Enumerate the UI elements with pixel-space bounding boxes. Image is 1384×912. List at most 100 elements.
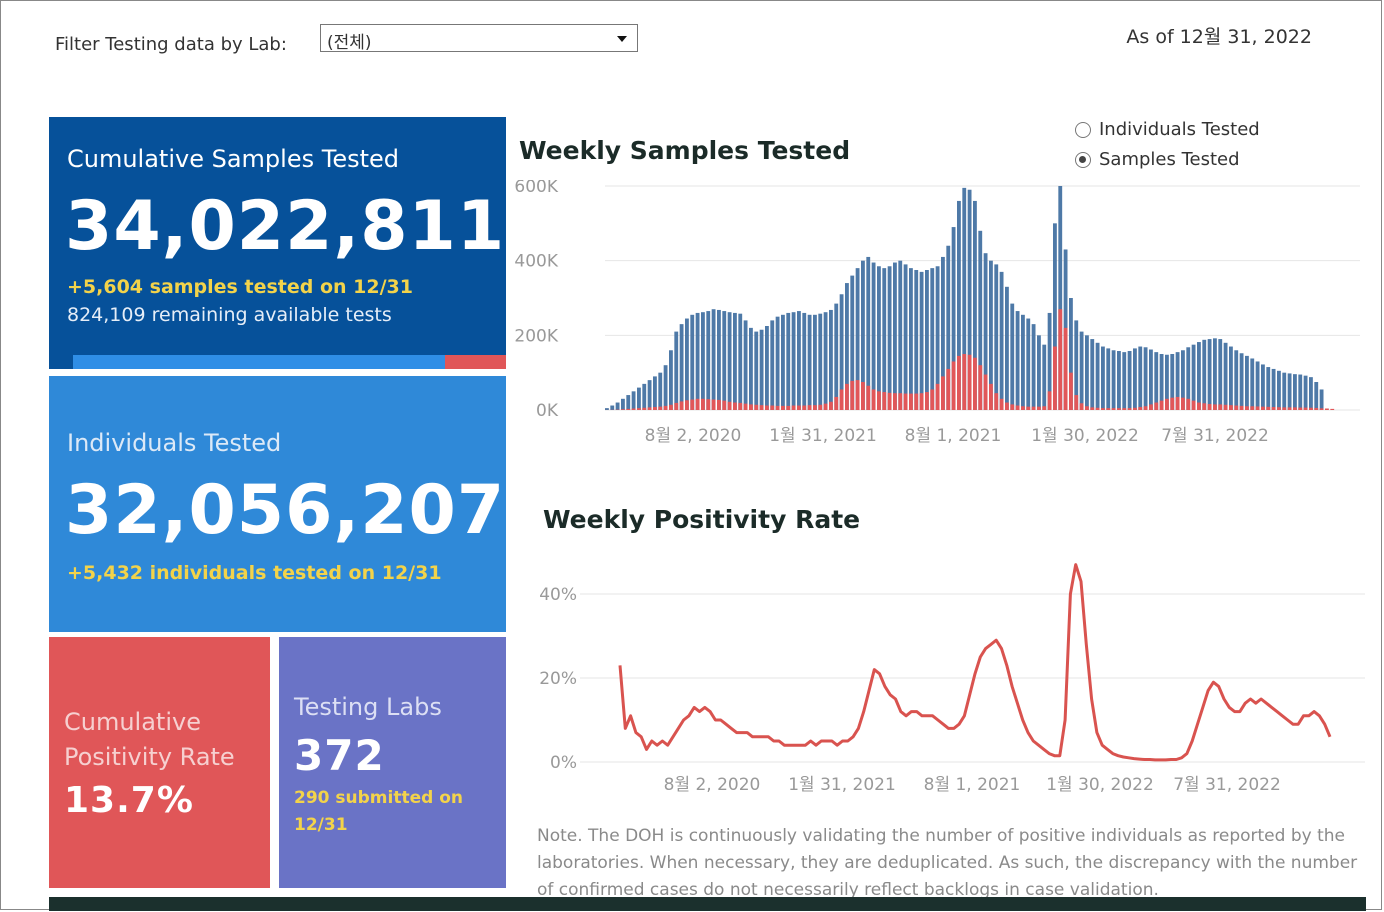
positive-bar	[903, 393, 908, 410]
y-tick-label: 40%	[539, 585, 577, 605]
samples-bar	[1047, 312, 1052, 410]
positive-bar	[1095, 407, 1100, 410]
samples-bar	[983, 253, 988, 410]
positive-bar	[1181, 397, 1185, 410]
positive-bar	[685, 400, 689, 410]
samples-bar	[642, 383, 647, 410]
samples-bar	[1229, 346, 1233, 410]
samples-bar	[1234, 350, 1239, 410]
positive-bar	[1090, 407, 1095, 410]
samples-bar	[887, 266, 892, 410]
positive-bar	[1031, 406, 1036, 410]
positive-bar	[1330, 408, 1335, 410]
positive-bar	[1021, 406, 1025, 410]
positive-bar	[1319, 408, 1324, 410]
positive-bar	[1165, 398, 1169, 410]
samples-bar	[1069, 298, 1073, 410]
individuals-delta: +5,432 individuals tested on 12/31	[67, 562, 442, 584]
samples-bar	[781, 314, 785, 410]
tests-used-progress-bar	[73, 355, 506, 369]
samples-bar	[1079, 331, 1084, 410]
samples-bar	[1197, 342, 1201, 410]
radio-button-icon[interactable]	[1075, 152, 1091, 168]
samples-bar	[1058, 186, 1063, 410]
samples-bar	[802, 312, 807, 410]
positivity-rate-value: 13.7%	[64, 780, 194, 821]
samples-bar	[1319, 389, 1324, 410]
y-tick-label: 600K	[514, 180, 558, 197]
positive-bar	[866, 385, 871, 410]
samples-bar	[674, 331, 679, 410]
samples-bar	[1223, 342, 1228, 410]
positive-bar	[823, 403, 828, 410]
samples-bar	[951, 227, 956, 410]
toggle-samples-tested[interactable]: Samples Tested	[1075, 149, 1240, 170]
x-tick-label: 7월 31, 2022	[1161, 426, 1269, 446]
samples-bar	[1170, 354, 1175, 410]
positive-bar	[1085, 406, 1089, 410]
samples-bar	[706, 311, 711, 410]
labs-delta-line2: 12/31	[294, 815, 348, 835]
positive-bar	[1213, 404, 1217, 410]
positive-bar	[759, 405, 764, 410]
positive-bar	[1229, 405, 1233, 410]
samples-bar	[797, 311, 801, 410]
x-tick-label: 7월 31, 2022	[1173, 775, 1281, 795]
samples-bar	[701, 312, 705, 410]
samples-bar	[1127, 351, 1132, 410]
samples-bar	[1095, 342, 1100, 410]
positive-bar	[909, 393, 913, 410]
samples-bar	[770, 320, 775, 410]
positive-bar	[1047, 391, 1052, 410]
positive-bar	[802, 405, 807, 410]
positive-bar	[765, 405, 769, 410]
x-tick-label: 1월 31, 2021	[788, 775, 896, 795]
samples-bar	[1149, 349, 1153, 410]
positive-bar	[855, 380, 860, 410]
samples-bar	[1245, 355, 1249, 410]
x-tick-label: 1월 31, 2021	[769, 426, 877, 446]
positive-bar	[1197, 402, 1201, 410]
positive-bar	[1271, 407, 1276, 410]
positive-bar	[1005, 402, 1009, 410]
samples-bar	[663, 365, 668, 410]
samples-bar	[1309, 377, 1313, 410]
samples-bar	[786, 312, 791, 410]
radio-button-icon[interactable]	[1075, 122, 1091, 138]
weekly-positivity-title: Weekly Positivity Rate	[543, 505, 861, 534]
labs-delta-line1: 290 submitted on	[294, 788, 463, 808]
samples-bar	[605, 408, 609, 410]
samples-bar	[893, 262, 897, 410]
positive-bar	[935, 383, 940, 410]
samples-bar	[925, 270, 929, 410]
positive-bar	[1079, 403, 1084, 410]
positive-bar	[1053, 346, 1057, 410]
x-tick-label: 1월 30, 2022	[1046, 775, 1154, 795]
positive-bar	[871, 389, 876, 410]
samples-bar	[967, 189, 972, 410]
samples-bar	[1159, 354, 1164, 410]
weekly-positivity-chart: 40% 20% 0% 8월 2, 2020 1월 31, 2021 8월 1, 2021 1…	[539, 563, 1365, 795]
positive-bar	[1255, 406, 1260, 410]
samples-bar	[1266, 367, 1271, 410]
positive-bar	[797, 405, 801, 410]
positive-bar	[642, 407, 647, 410]
toggle-individuals-tested[interactable]: Individuals Tested	[1075, 119, 1260, 140]
positive-bar	[1138, 407, 1143, 410]
samples-bar	[1298, 374, 1303, 410]
samples-bar	[946, 245, 951, 410]
positive-bar	[1266, 406, 1271, 410]
samples-bar	[626, 395, 631, 410]
samples-bar	[1191, 344, 1196, 410]
positive-bar	[695, 398, 700, 410]
samples-bar	[717, 309, 721, 410]
positive-bar	[1175, 396, 1180, 410]
samples-bar	[743, 320, 748, 410]
samples-bar	[759, 329, 764, 410]
positive-bar	[1239, 405, 1244, 410]
y-tick-label: 0%	[550, 753, 577, 773]
positive-bar	[1127, 408, 1132, 410]
samples-bar	[765, 326, 769, 410]
lab-filter-dropdown[interactable]: (전체)	[320, 24, 638, 53]
samples-bar	[647, 380, 652, 410]
